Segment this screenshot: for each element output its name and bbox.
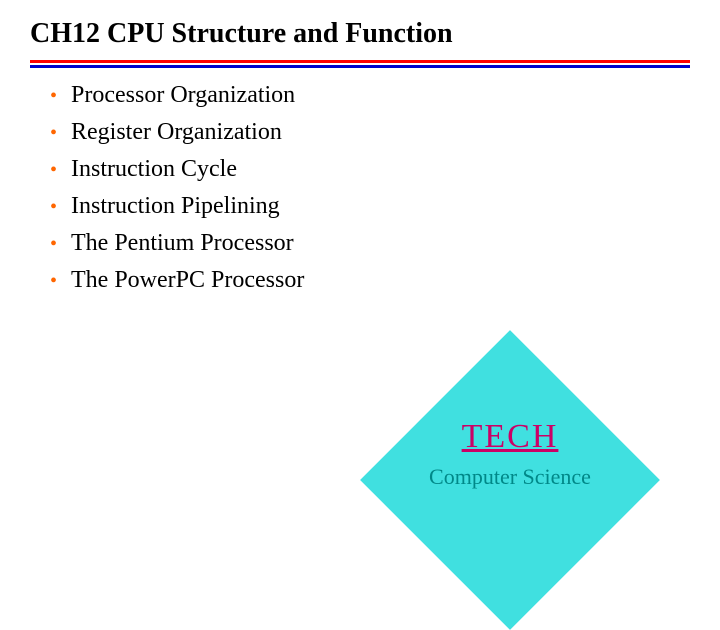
list-item: • The Pentium Processor — [50, 230, 720, 257]
list-item: • Processor Organization — [50, 82, 720, 109]
list-item-text: Processor Organization — [71, 82, 295, 109]
list-item: • Register Organization — [50, 119, 720, 146]
topic-list: • Processor Organization • Register Orga… — [50, 82, 720, 294]
title-divider — [30, 60, 690, 68]
bullet-icon: • — [50, 123, 57, 143]
cs-label: Computer Science — [429, 464, 591, 490]
tech-label: TECH — [462, 418, 559, 456]
list-item: • Instruction Pipelining — [50, 193, 720, 220]
bullet-icon: • — [50, 160, 57, 180]
bullet-icon: • — [50, 271, 57, 291]
bullet-icon: • — [50, 86, 57, 106]
list-item-text: Instruction Pipelining — [71, 193, 280, 220]
list-item-text: Instruction Cycle — [71, 156, 237, 183]
list-item: • Instruction Cycle — [50, 156, 720, 183]
list-item: • The PowerPC Processor — [50, 267, 720, 294]
slide-title: CH12 CPU Structure and Function — [0, 0, 720, 56]
badge-text-container: TECH Computer Science — [360, 330, 660, 630]
list-item-text: The PowerPC Processor — [71, 267, 304, 294]
list-item-text: The Pentium Processor — [71, 230, 294, 257]
bullet-icon: • — [50, 234, 57, 254]
list-item-text: Register Organization — [71, 119, 282, 146]
divider-blue-line — [30, 65, 690, 68]
bullet-icon: • — [50, 197, 57, 217]
tech-badge: TECH Computer Science — [360, 330, 660, 630]
